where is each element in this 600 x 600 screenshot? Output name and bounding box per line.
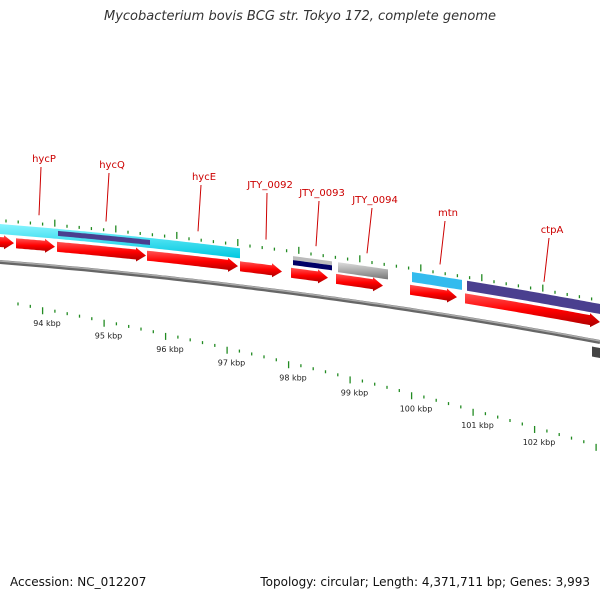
feature-light-gray-block (293, 256, 332, 266)
kbp-label: 98 kbp (279, 373, 307, 382)
feature-gray-block (338, 262, 388, 280)
gene-leader-line (197, 184, 202, 232)
gene-leader-line (439, 220, 446, 265)
gene-leader-line (366, 207, 373, 254)
kbp-label: 94 kbp (33, 319, 61, 328)
cds-arrow (147, 250, 238, 272)
feature-purple-block (58, 230, 150, 245)
summary-text: Topology: circular; Length: 4,371,711 bp… (260, 575, 590, 589)
feature-gray-edge (592, 346, 600, 358)
gene-leader-line (265, 192, 268, 240)
label-layer: 94 kbp 95 kbp 96 kbp 97 kbp 98 kbp 99 kbp 100 … (32, 154, 563, 447)
kbp-label: 95 kbp (95, 332, 123, 341)
gene-label: ctpA (541, 225, 564, 236)
genome-backbone (0, 260, 600, 344)
map-title: Mycobacterium bovis BCG str. Tokyo 172, … (104, 9, 496, 24)
gene-label: hycQ (99, 160, 125, 171)
genome-backbone-highlight (0, 260, 600, 342)
kbp-label: 96 kbp (156, 345, 184, 354)
kbp-label: 99 kbp (341, 389, 369, 398)
gene-leader-line (543, 237, 550, 282)
gene-label: hycP (32, 154, 56, 165)
cds-arrow (240, 261, 282, 278)
cds-arrow (0, 235, 14, 250)
cds-arrow (57, 241, 146, 262)
cds-arrow (16, 238, 55, 253)
feature-light-blue-block (412, 272, 462, 290)
gene-leader-line (38, 166, 42, 216)
feature-navy-block (293, 260, 332, 271)
feature-purple-block-2 (467, 280, 600, 314)
gene-label: JTY_0093 (298, 188, 345, 199)
cds-arrow (465, 293, 600, 328)
gene-label: JTY_0092 (246, 180, 293, 191)
feature-layer (0, 224, 600, 358)
cds-arrow (336, 273, 383, 292)
kbp-label: 100 kbp (400, 404, 433, 413)
kbp-label: 102 kbp (523, 438, 556, 447)
accession-text: Accession: NC_012207 (10, 575, 147, 589)
gene-label: mtn (438, 208, 458, 219)
backbone-layer (0, 260, 600, 344)
gene-leader-line (105, 172, 110, 222)
cds-arrow (291, 267, 328, 284)
kbp-label: 101 kbp (461, 421, 494, 430)
kbp-label: 97 kbp (218, 359, 246, 368)
gene-leader-line (315, 200, 320, 247)
gene-label: hycE (192, 172, 216, 183)
tick-layer (5, 219, 597, 451)
cds-layer (0, 235, 600, 328)
cds-arrow (410, 284, 457, 303)
gene-label: JTY_0094 (351, 195, 398, 206)
